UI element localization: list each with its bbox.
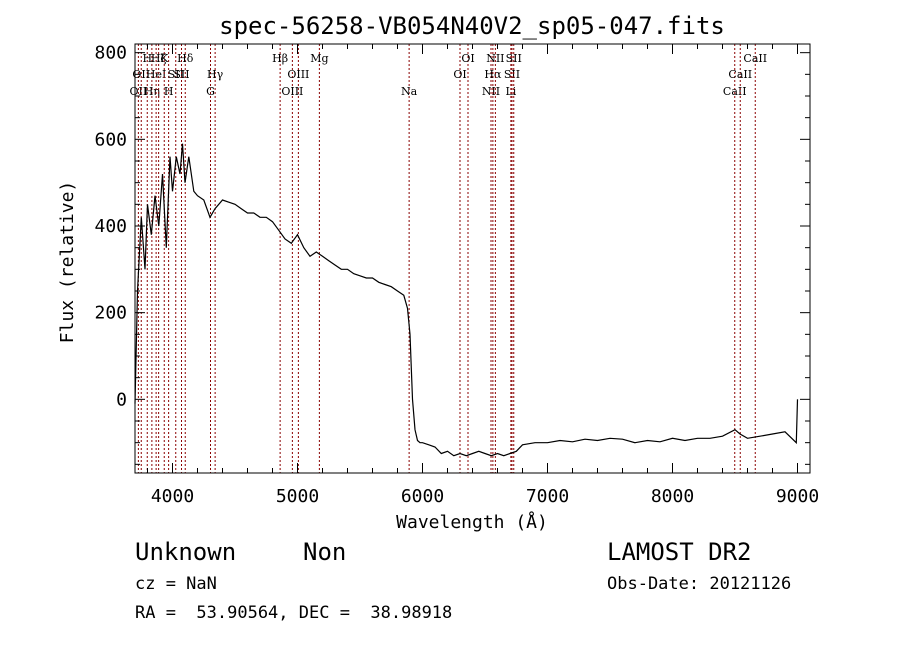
y-tick-label-1: 200 <box>94 303 127 324</box>
y-tick-label-0: 0 <box>116 389 127 410</box>
marker-label-4: HeI <box>146 68 166 81</box>
y-axis: 0 200 400 600 800 <box>94 43 810 465</box>
x-axis-label: Wavelength (Å) <box>396 511 548 533</box>
marker-label-8: SII <box>168 68 184 81</box>
y-axis-label: Flux (relative) <box>57 181 78 344</box>
marker-label-28: CaII <box>743 52 767 65</box>
ra-dec-coordinates: RA = 53.90564, DEC = 38.98918 <box>135 603 453 623</box>
marker-label-7: H <box>164 85 174 98</box>
marker-label-23: Li <box>505 85 516 98</box>
x-tick-label-2: 6000 <box>401 486 444 507</box>
marker-label-2: H <box>142 52 152 65</box>
marker-label-11: G <box>206 85 215 98</box>
spectral-subclass: Non <box>303 538 347 566</box>
marker-label-20: NII <box>482 85 500 98</box>
marker-label-5: Hζ <box>151 52 167 65</box>
marker-label-17: Na <box>401 85 418 98</box>
y-tick-label-3: 600 <box>94 129 127 150</box>
marker-label-16: Mg <box>310 52 328 65</box>
marker-label-22: NII <box>486 52 504 65</box>
marker-label-3: Hη <box>144 85 160 98</box>
x-tick-label-5: 9000 <box>776 486 819 507</box>
marker-label-1: OII <box>132 68 150 81</box>
marker-label-0: OII <box>130 85 148 98</box>
marker-label-6: K <box>160 52 169 65</box>
y-tick-label-4: 800 <box>94 43 127 64</box>
marker-label-25: SII <box>506 52 522 65</box>
spectral-line-markers: OIIOIIHHηHeIHζKHSIISIIHδGHγHβOIIIOIIIMgN… <box>130 44 767 473</box>
x-axis: 4000 5000 6000 7000 8000 9000 <box>147 44 819 507</box>
x-tick-label-0: 4000 <box>151 486 194 507</box>
chart-title: spec-56258-VB054N40V2_sp05-047.fits <box>219 12 725 40</box>
plot-frame <box>134 43 811 474</box>
marker-label-15: OIII <box>287 68 309 81</box>
marker-label-21: Hα <box>484 68 502 81</box>
marker-label-26: CaII <box>723 85 747 98</box>
marker-label-10: Hδ <box>177 52 194 65</box>
survey-name: LAMOST DR2 <box>607 538 752 566</box>
y-tick-label-2: 400 <box>94 216 127 237</box>
x-tick-label-4: 8000 <box>651 486 694 507</box>
spectral-class: Unknown <box>135 538 237 566</box>
marker-label-12: Hγ <box>207 68 224 81</box>
marker-label-9: SII <box>173 68 189 81</box>
x-tick-label-1: 5000 <box>276 486 319 507</box>
observation-date: Obs-Date: 20121126 <box>607 574 792 594</box>
marker-label-13: Hβ <box>272 52 288 65</box>
spectrum-series-line <box>134 143 799 457</box>
redshift-cz: cz = NaN <box>135 574 217 594</box>
marker-label-19: OI <box>461 52 474 65</box>
marker-label-27: CaII <box>728 68 752 81</box>
x-tick-label-3: 7000 <box>526 486 569 507</box>
marker-label-24: SII <box>504 68 520 81</box>
marker-label-14: OIII <box>281 85 303 98</box>
marker-label-18: OI <box>453 68 466 81</box>
